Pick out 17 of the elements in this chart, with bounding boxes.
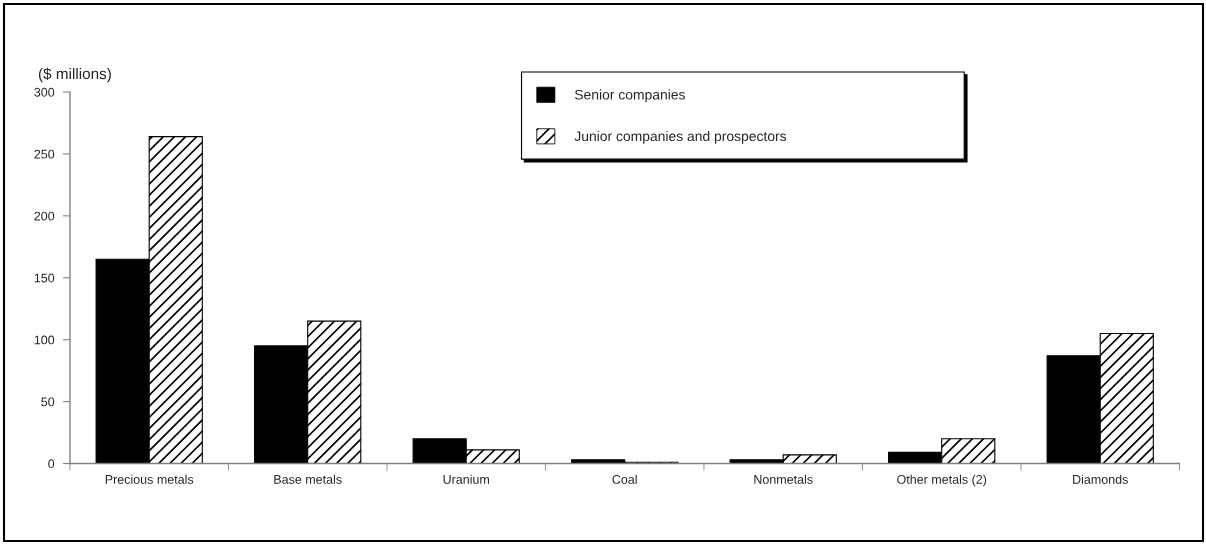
y-tick-label: 250: [34, 149, 55, 159]
y-tick-label: 150: [34, 273, 55, 283]
x-tick-label: Uranium: [443, 474, 489, 484]
y-tick-label: 50: [41, 397, 55, 407]
x-tick-label: Coal: [612, 474, 637, 484]
x-tick-label: Base metals: [274, 474, 342, 484]
y-tick-label: 100: [34, 335, 55, 345]
legend-label: Senior companies: [574, 89, 685, 103]
legend-label: Junior companies and prospectors: [574, 130, 787, 144]
x-tick-label: Diamonds: [1073, 474, 1128, 484]
y-tick-label: 0: [48, 459, 55, 469]
x-tick-label: Nonmetals: [754, 474, 813, 484]
y-tick-label: 300: [34, 87, 55, 97]
y-axis-title: ($ millions): [38, 67, 111, 83]
y-tick-label: 200: [34, 211, 55, 221]
x-tick-label: Other metals (2): [897, 474, 987, 487]
x-tick-label: Precious metals: [105, 474, 194, 484]
